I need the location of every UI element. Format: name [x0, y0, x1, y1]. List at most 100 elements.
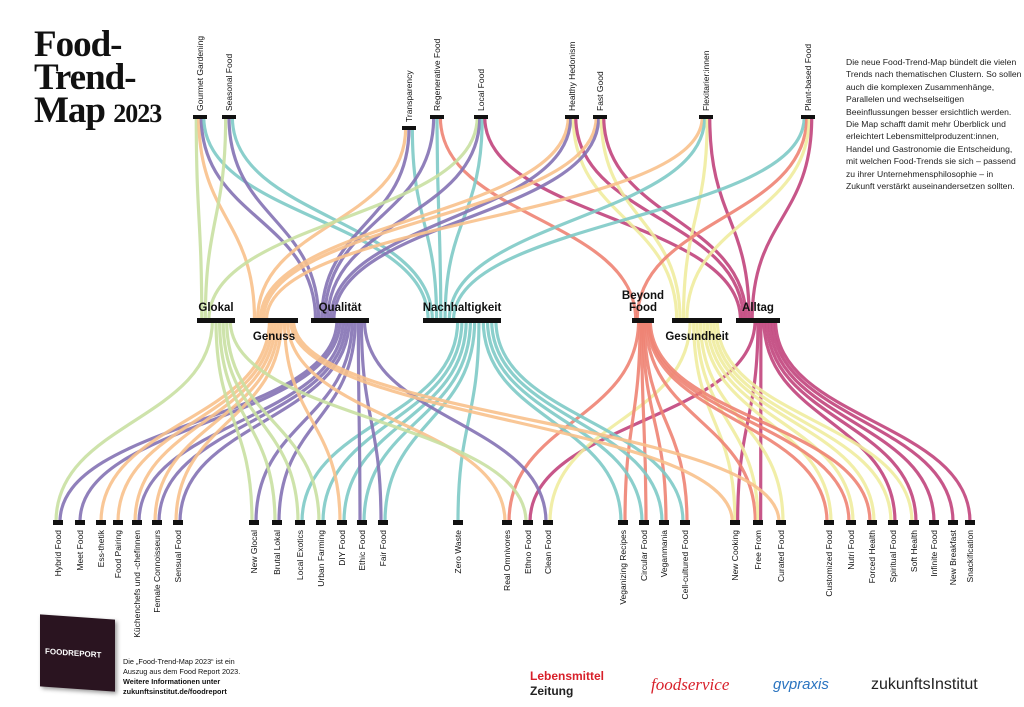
trend-label: Ethic Food: [357, 530, 367, 571]
trend-label: Cell-cultured Food: [680, 530, 690, 600]
cluster-node-alltag: [736, 318, 780, 323]
link-gesundheit: [681, 116, 709, 321]
link-genuss: [282, 319, 342, 523]
link-gesundheit: [702, 319, 833, 523]
trend-label: Küchenchefs und -chefinnen: [132, 530, 142, 638]
link-qualitaet: [78, 319, 342, 523]
title-line: Food-: [34, 24, 123, 65]
trend-label: Veganizing Recipes: [618, 530, 628, 605]
link-gesundheit: [685, 116, 811, 321]
link-nachhaltigkeit: [481, 319, 623, 523]
trend-node: [316, 520, 326, 525]
link-gesundheit: [698, 319, 785, 523]
footer-note: Die „Food-Trend-Map 2023“ ist ein Auszug…: [123, 657, 240, 697]
link-genuss: [291, 319, 781, 523]
cluster-label: Alltag: [742, 302, 774, 314]
trend-label: Urban Farming: [316, 530, 326, 587]
link-qualitaet: [362, 319, 548, 523]
trend-label: Female Connoisseurs: [152, 530, 162, 613]
link-genuss: [288, 319, 734, 523]
trend-label: Curated Food: [776, 530, 786, 582]
link-alltag: [708, 116, 751, 321]
gvpraxis-logo: gvpraxis: [773, 676, 829, 693]
cluster-label: Food: [629, 302, 657, 314]
link-gesundheit: [705, 319, 855, 523]
cluster-node-genuss: [250, 318, 298, 323]
trend-label: Local Food: [476, 69, 486, 111]
link-glokal: [203, 116, 228, 321]
title-line: Map: [34, 90, 106, 131]
trend-label: Fast Good: [595, 71, 605, 111]
link-glokal: [54, 319, 215, 523]
trend-label: Flexitarier:innen: [701, 50, 711, 111]
page-title: Food- Trend- Map 2023: [34, 24, 162, 131]
trend-label: Transparency: [404, 70, 414, 122]
cluster-node-beyond: [632, 318, 654, 323]
link-glokal: [228, 319, 528, 523]
link-glokal: [207, 116, 479, 321]
link-nachhaltigkeit: [202, 116, 430, 321]
trend-node: [909, 520, 919, 525]
trend-node: [222, 115, 236, 119]
link-glokal: [214, 319, 254, 523]
trend-label: Healthy Hedonism: [567, 42, 577, 111]
trend-label: Food Pairing: [113, 530, 123, 578]
trend-label: DIY Food: [337, 530, 347, 566]
trend-label: New Glocal: [249, 530, 259, 574]
link-nachhaltigkeit: [342, 319, 468, 523]
link-glokal: [221, 319, 300, 523]
cluster-node-glokal: [197, 318, 235, 323]
link-beyond: [644, 319, 757, 523]
trend-label: New Cooking: [730, 530, 740, 581]
trend-node: [53, 520, 63, 525]
trend-label: Customized Food: [824, 530, 834, 597]
trend-label: Local Exotics: [295, 530, 305, 580]
link-qualitaet: [178, 319, 351, 523]
link-genuss: [258, 116, 570, 321]
link-gesundheit: [715, 319, 914, 523]
lebensmittel-zeitung-logo: Lebensmittel: [530, 669, 605, 683]
food-report-cover-image: FOODREPORT: [40, 614, 115, 692]
link-genuss: [133, 319, 278, 523]
trend-node: [96, 520, 106, 525]
trend-label: Gourmet Gardening: [195, 36, 205, 111]
link-gesundheit: [712, 319, 893, 523]
trend-node: [929, 520, 939, 525]
link-qualitaet: [277, 319, 357, 523]
trend-label: Brutal Lokal: [272, 530, 282, 575]
link-alltag: [483, 116, 743, 321]
link-qualitaet: [326, 116, 482, 321]
trend-node: [730, 520, 740, 525]
trend-node: [565, 115, 579, 119]
link-alltag: [771, 319, 955, 523]
lebensmittel-zeitung-logo: Zeitung: [530, 684, 574, 698]
link-beyond: [641, 319, 668, 523]
trend-node: [801, 115, 815, 119]
cluster-label: Gesundheit: [665, 331, 728, 343]
footer-line: Auszug aus dem Food Report 2023.: [123, 667, 241, 676]
trend-label: Nutri Food: [846, 530, 856, 570]
link-qualitaet: [332, 116, 601, 321]
cluster-node-qualitaet: [311, 318, 369, 323]
trend-node: [867, 520, 877, 525]
trend-label: Seasonal Food: [224, 54, 234, 111]
trend-label: Infinite Food: [929, 530, 939, 577]
trend-node: [75, 520, 85, 525]
link-qualitaet: [157, 319, 348, 523]
trend-node: [846, 520, 856, 525]
link-alltag: [768, 319, 936, 523]
link-gesundheit: [599, 116, 682, 321]
link-alltag: [602, 116, 748, 321]
link-qualitaet: [199, 116, 318, 321]
footer-link[interactable]: zukunftsinstitut.de/foodreport: [123, 687, 227, 696]
link-genuss: [153, 319, 281, 523]
trend-node: [402, 126, 416, 130]
trend-label: Ethno Food: [523, 530, 533, 574]
trend-node: [474, 115, 488, 119]
trend-node: [430, 115, 444, 119]
intro-text: Die neue Food-Trend-Map bündelt die viel…: [846, 57, 1022, 192]
trend-node: [659, 520, 669, 525]
link-beyond: [623, 319, 642, 523]
cluster-label: Beyond: [622, 290, 664, 302]
